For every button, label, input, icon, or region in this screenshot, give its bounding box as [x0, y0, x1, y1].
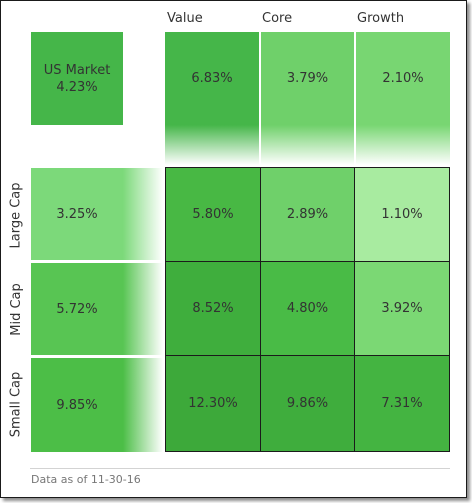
row-label-small-cap: Small Cap — [8, 371, 24, 438]
row-label-large-cap: Large Cap — [8, 181, 24, 249]
cell-small-growth[interactable]: 7.31% — [355, 356, 449, 451]
cell-mid-core[interactable]: 4.80% — [261, 262, 354, 355]
style-return-growth-text: 2.10% — [382, 71, 424, 86]
style-return-growth[interactable]: 2.10% — [356, 32, 450, 125]
cell-small-value[interactable]: 12.30% — [166, 356, 260, 451]
us-market-label: US Market — [43, 62, 111, 78]
size-return-large-cap[interactable]: 3.25% — [31, 168, 123, 260]
size-return-text: 3.25% — [56, 206, 98, 222]
size-return-text: 5.72% — [56, 301, 98, 317]
style-fade — [356, 125, 450, 165]
cell-large-value[interactable]: 5.80% — [166, 168, 260, 261]
style-box-grid: 5.80% 2.89% 1.10% 8.52% 4.80% 3.92% 12.3… — [165, 167, 450, 452]
cell-large-core[interactable]: 2.89% — [261, 168, 354, 261]
cell-mid-growth[interactable]: 3.92% — [355, 262, 449, 355]
footer-divider — [30, 468, 450, 469]
size-fade — [123, 358, 163, 452]
size-return-small-cap[interactable]: 9.85% — [31, 358, 123, 452]
style-fade — [261, 125, 354, 165]
size-fade — [123, 168, 163, 260]
style-return-core[interactable]: 3.79% — [261, 32, 354, 125]
column-header-value: Value — [167, 11, 203, 26]
style-return-core-text: 3.79% — [286, 71, 329, 86]
size-return-mid-cap[interactable]: 5.72% — [31, 263, 123, 355]
us-market-tile[interactable]: US Market 4.23% — [31, 32, 123, 125]
cell-mid-value[interactable]: 8.52% — [166, 262, 260, 355]
cell-small-core[interactable]: 9.86% — [261, 356, 354, 451]
cell-large-growth[interactable]: 1.10% — [355, 168, 449, 261]
style-return-value-text: 6.83% — [191, 71, 233, 86]
style-fade — [165, 125, 259, 165]
column-header-core: Core — [262, 11, 293, 26]
data-date-note: Data as of 11-30-16 — [31, 473, 141, 486]
row-label-mid-cap: Mid Cap — [8, 282, 24, 336]
us-market-value: 4.23% — [56, 79, 98, 95]
size-fade — [123, 263, 163, 355]
style-return-value[interactable]: 6.83% — [165, 32, 259, 125]
column-header-growth: Growth — [357, 11, 405, 26]
size-return-text: 9.85% — [56, 397, 98, 413]
